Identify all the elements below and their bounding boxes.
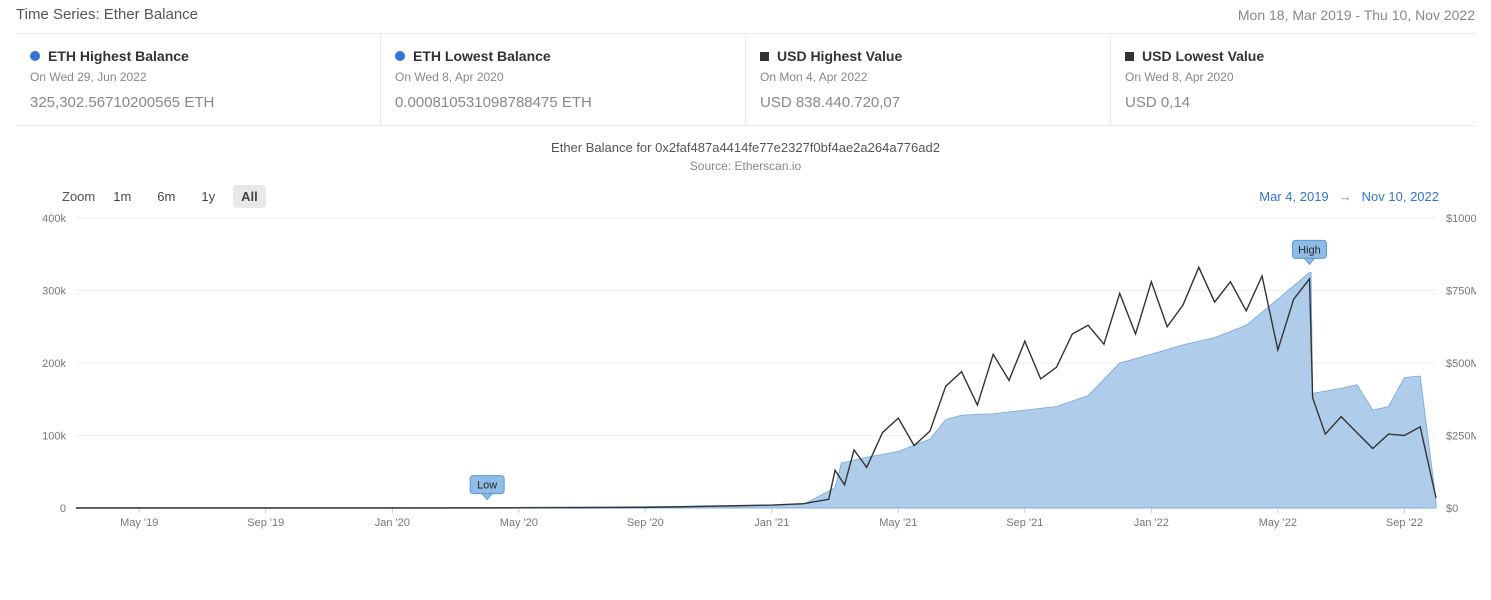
svg-text:$500M: $500M	[1446, 358, 1476, 370]
svg-text:Jan '21: Jan '21	[754, 517, 789, 529]
stat-value: USD 838.440.720,07	[760, 94, 1096, 111]
stat-label: USD Highest Value	[777, 48, 902, 64]
header-row: Time Series: Ether Balance Mon 18, Mar 2…	[16, 0, 1475, 34]
stat-date: On Wed 8, Apr 2020	[395, 70, 731, 84]
zoom-label: Zoom	[62, 189, 95, 204]
zoom-controls: Zoom 1m 6m 1y All	[62, 185, 266, 208]
svg-text:High: High	[1298, 244, 1321, 256]
svg-text:100k: 100k	[42, 431, 66, 443]
zoom-6m-button[interactable]: 6m	[149, 185, 183, 208]
stat-card-eth-lowest: ETH Lowest Balance On Wed 8, Apr 2020 0.…	[381, 34, 746, 125]
stat-card-usd-highest: USD Highest Value On Mon 4, Apr 2022 USD…	[746, 34, 1111, 125]
chart-subtitle: Source: Etherscan.io	[16, 159, 1475, 173]
svg-text:Sep '20: Sep '20	[627, 517, 664, 529]
svg-text:$1000M: $1000M	[1446, 213, 1476, 225]
stat-label: USD Lowest Value	[1142, 48, 1264, 64]
arrow-right-icon: →	[1339, 189, 1352, 204]
svg-text:0: 0	[60, 503, 66, 515]
zoom-1y-button[interactable]: 1y	[193, 185, 223, 208]
usd-square-icon	[1125, 52, 1134, 61]
chart-title: Ether Balance for 0x2faf487a4414fe77e232…	[16, 140, 1475, 155]
range-to[interactable]: Nov 10, 2022	[1362, 189, 1439, 204]
chart-area[interactable]: 0 100k 200k 300k 400k $0 $250M $500M $750M $1000M…	[16, 208, 1475, 558]
eth-dot-icon	[30, 51, 40, 61]
zoom-1m-button[interactable]: 1m	[105, 185, 139, 208]
svg-text:Sep '21: Sep '21	[1006, 517, 1043, 529]
usd-square-icon	[760, 52, 769, 61]
stats-row: ETH Highest Balance On Wed 29, Jun 2022 …	[16, 34, 1475, 126]
stat-value: 325,302.56710200565 ETH	[30, 94, 366, 111]
stat-card-eth-highest: ETH Highest Balance On Wed 29, Jun 2022 …	[16, 34, 381, 125]
stat-value: 0.000810531098788475 ETH	[395, 94, 731, 111]
eth-dot-icon	[395, 51, 405, 61]
page-title: Time Series: Ether Balance	[16, 6, 198, 23]
zoom-all-button[interactable]: All	[233, 185, 266, 208]
stat-label: ETH Highest Balance	[48, 48, 189, 64]
chart-date-range: Mar 4, 2019 → Nov 10, 2022	[1259, 189, 1439, 204]
svg-text:400k: 400k	[42, 213, 66, 225]
range-from[interactable]: Mar 4, 2019	[1259, 189, 1328, 204]
svg-text:$250M: $250M	[1446, 431, 1476, 443]
stat-card-usd-lowest: USD Lowest Value On Wed 8, Apr 2020 USD …	[1111, 34, 1475, 125]
svg-text:Sep '22: Sep '22	[1386, 517, 1423, 529]
svg-text:Low: Low	[477, 480, 497, 492]
svg-text:Jan '20: Jan '20	[375, 517, 410, 529]
svg-text:May '22: May '22	[1259, 517, 1297, 529]
stat-date: On Mon 4, Apr 2022	[760, 70, 1096, 84]
stat-value: USD 0,14	[1125, 94, 1461, 111]
chart-titles: Ether Balance for 0x2faf487a4414fe77e232…	[16, 140, 1475, 173]
stat-date: On Wed 8, Apr 2020	[1125, 70, 1461, 84]
svg-text:May '19: May '19	[120, 517, 158, 529]
header-date-range: Mon 18, Mar 2019 - Thu 10, Nov 2022	[1238, 7, 1475, 23]
svg-text:May '20: May '20	[500, 517, 538, 529]
svg-text:Sep '19: Sep '19	[247, 517, 284, 529]
svg-text:$750M: $750M	[1446, 286, 1476, 298]
svg-text:300k: 300k	[42, 286, 66, 298]
stat-date: On Wed 29, Jun 2022	[30, 70, 366, 84]
stat-label: ETH Lowest Balance	[413, 48, 551, 64]
svg-text:200k: 200k	[42, 358, 66, 370]
svg-text:Jan '22: Jan '22	[1134, 517, 1169, 529]
svg-text:$0: $0	[1446, 503, 1458, 515]
svg-text:May '21: May '21	[879, 517, 917, 529]
